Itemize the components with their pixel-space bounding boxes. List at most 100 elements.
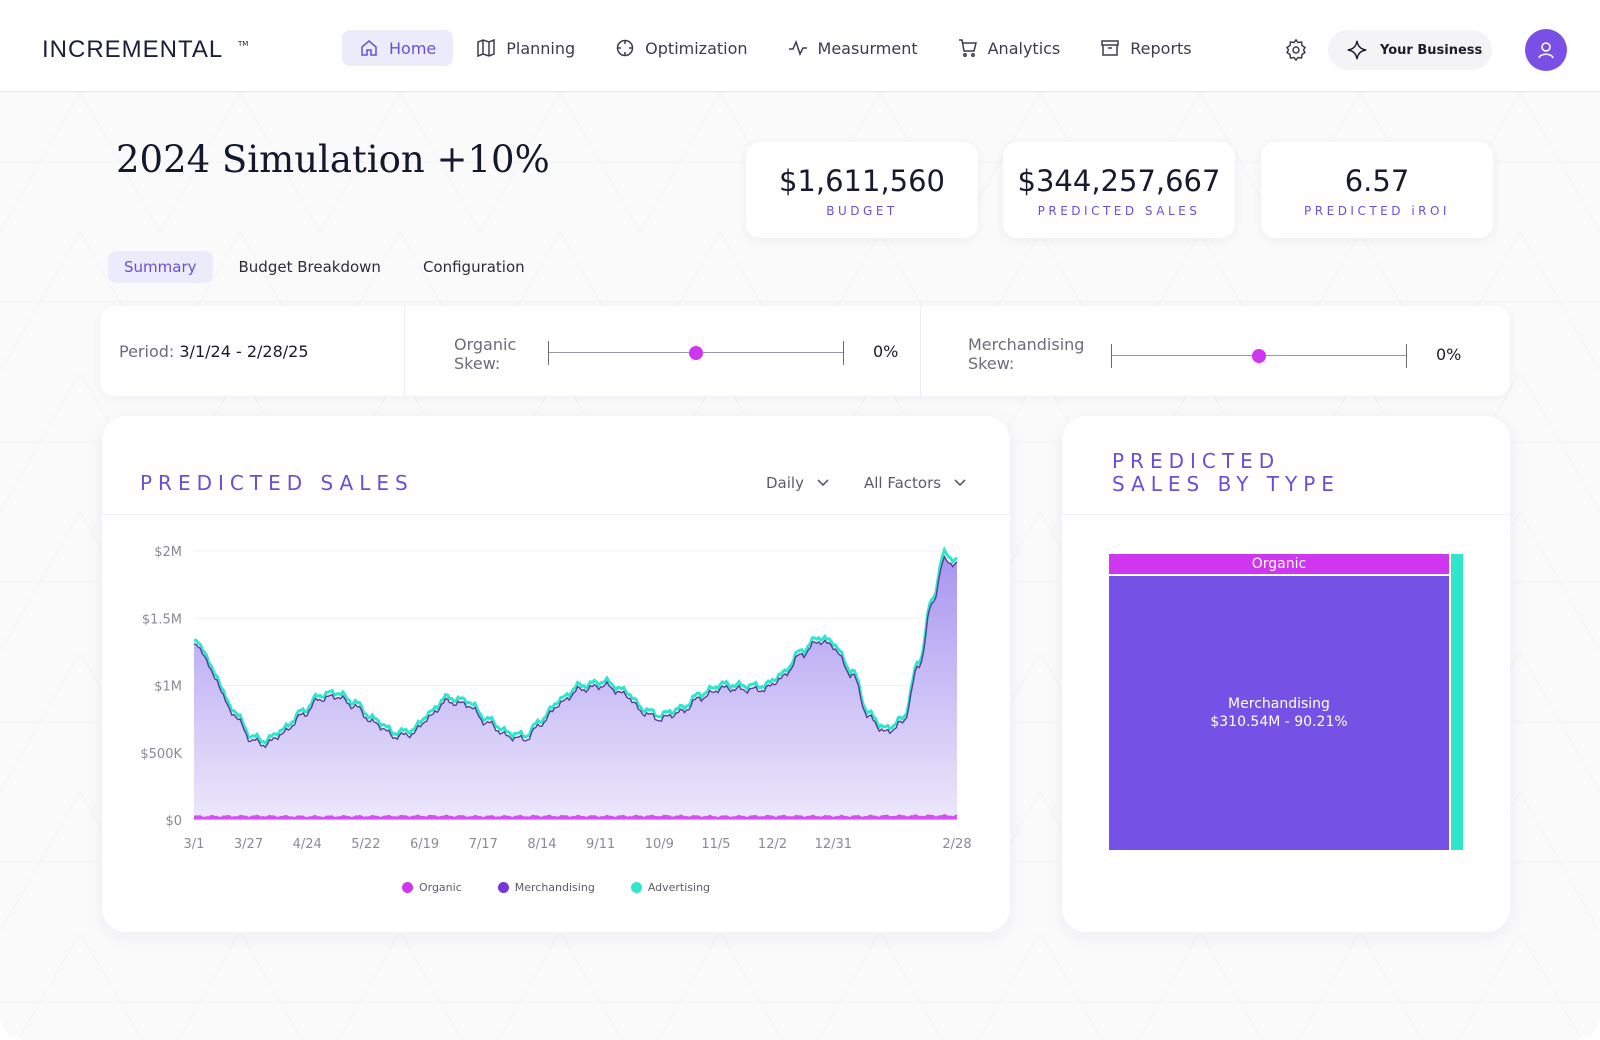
legend-item-organic[interactable]: Organic — [401, 881, 462, 894]
organic-skew-value: 0% — [873, 342, 899, 361]
merchandising-skew-thumb[interactable] — [1252, 349, 1266, 363]
nav-item-analytics[interactable]: Analytics — [941, 30, 1078, 66]
merchandising-skew-label: Merchandising Skew: — [968, 335, 1085, 373]
kpi-predicted-iroi: 6.57 PREDICTED iROI — [1261, 142, 1493, 238]
nav-item-home[interactable]: Home — [342, 30, 454, 66]
nav-label: Planning — [506, 38, 576, 58]
nav-label: Home — [389, 38, 437, 58]
pulse-icon — [788, 39, 807, 56]
x-tick-label: 12/2 — [758, 837, 787, 852]
advertising-line — [193, 546, 959, 746]
main-nav: Home Planning Optimization Measurment An… — [342, 30, 1215, 66]
nav-item-optimization[interactable]: Optimization — [598, 30, 764, 66]
x-tick-label: 10/9 — [645, 837, 674, 852]
kpi-label: PREDICTED SALES — [1037, 204, 1201, 218]
settings-gear-icon[interactable] — [1284, 38, 1308, 62]
tab-configuration[interactable]: Configuration — [422, 258, 525, 276]
legend-item-advertising[interactable]: Advertising — [630, 881, 710, 894]
y-tick-label: $2M — [154, 545, 182, 560]
treemap-value-merchandising: $310.54M - 90.21% — [1210, 714, 1348, 730]
y-tick-label: $500K — [140, 747, 182, 762]
chevron-down-icon — [954, 479, 966, 487]
card-title: PREDICTED SALES BY TYPE — [1112, 450, 1340, 496]
merchandising-line — [193, 554, 958, 749]
x-tick-label: 4/24 — [293, 837, 322, 852]
legend-item-merchandising[interactable]: Merchandising — [497, 881, 595, 894]
nav-item-measurment[interactable]: Measurment — [771, 30, 935, 66]
treemap-label-merchandising: Merchandising — [1228, 696, 1330, 712]
kpi-budget: $1,611,560 BUDGET — [746, 142, 978, 238]
factors-value: All Factors — [864, 474, 942, 492]
slider-max-cap — [843, 341, 844, 365]
divider — [920, 306, 921, 396]
user-avatar[interactable] — [1525, 29, 1567, 71]
kpi-predicted-sales: $344,257,667 PREDICTED SALES — [1003, 142, 1235, 238]
kpi-value: $1,611,560 — [778, 164, 946, 198]
predicted-sales-chart: $2M $1.5M $1M $500K $03/1 3/27 4/24 5/22 6/19 7/1… — [140, 545, 971, 852]
organic-area — [194, 813, 957, 820]
kpi-value: $344,257,667 — [1017, 164, 1221, 198]
merchandising-skew-value: 0% — [1436, 345, 1462, 364]
merchandising-skew-slider[interactable] — [1111, 344, 1407, 368]
kpi-label: PREDICTED iROI — [1304, 204, 1450, 218]
slider-max-cap — [1406, 344, 1407, 368]
treemap-tile-organic[interactable]: Organic — [1109, 554, 1451, 576]
kpi-label: BUDGET — [826, 204, 898, 218]
sales-by-type-card: PREDICTED SALES BY TYPE Organic Merchand… — [1062, 416, 1510, 932]
treemap-tile-merchandising[interactable]: Merchandising $310.54M - 90.21% — [1109, 576, 1451, 850]
x-tick-label: 9/11 — [586, 837, 615, 852]
x-tick-label: 5/22 — [351, 837, 380, 852]
nav-item-reports[interactable]: Reports — [1083, 30, 1208, 66]
period-display: Period: 3/1/24 - 2/28/25 — [119, 342, 309, 361]
legend-label: Merchandising — [514, 881, 595, 894]
chevron-down-icon — [817, 479, 829, 487]
card-header-divider — [102, 514, 1010, 515]
y-tick-label: $1M — [154, 680, 182, 695]
organic-skew-slider[interactable] — [548, 341, 844, 365]
nav-item-planning[interactable]: Planning — [459, 30, 592, 66]
x-tick-label: 11/5 — [701, 837, 730, 852]
period-label: Period: — [119, 342, 175, 361]
factors-dropdown[interactable]: All Factors — [864, 474, 967, 492]
x-tick-label: 8/14 — [527, 837, 556, 852]
granularity-dropdown[interactable]: Daily — [766, 474, 830, 492]
card-title-line-1: PREDICTED — [1112, 449, 1281, 473]
x-tick-label: 12/31 — [815, 837, 852, 852]
nav-label: Analytics — [987, 38, 1061, 58]
treemap-label-organic: Organic — [1251, 556, 1307, 572]
slider-min-cap — [548, 341, 549, 365]
sparkle-icon — [1347, 40, 1367, 60]
merchandising-area — [194, 556, 957, 820]
organic-skew-label: Organic Skew: — [454, 335, 517, 373]
predicted-sales-card: PREDICTED SALES Daily All Factors $2M $1.… — [102, 416, 1010, 932]
brand-logo[interactable]: INCREMENTAL — [42, 36, 224, 63]
tab-budget-breakdown[interactable]: Budget Breakdown — [238, 258, 381, 276]
x-tick-label: 2/28 — [942, 837, 971, 852]
home-icon — [361, 40, 377, 56]
legend-label: Organic — [418, 881, 462, 894]
crosshair-icon — [616, 39, 634, 57]
map-icon — [477, 38, 495, 58]
archive-icon — [1101, 40, 1120, 56]
cart-icon — [958, 39, 977, 57]
user-icon — [1538, 42, 1554, 59]
card-title: PREDICTED SALES — [140, 471, 414, 495]
x-tick-label: 3/27 — [234, 837, 263, 852]
card-header-divider — [1062, 514, 1510, 515]
simulation-controls: Period: 3/1/24 - 2/28/25 Organic Skew: 0… — [100, 306, 1510, 396]
y-tick-label: $1.5M — [142, 612, 182, 627]
treemap-tile-advertising[interactable] — [1451, 554, 1463, 850]
granularity-value: Daily — [766, 474, 804, 492]
y-tick-label: $0 — [165, 814, 182, 829]
organic-skew-thumb[interactable] — [689, 346, 703, 360]
card-title-line-2: SALES BY TYPE — [1112, 472, 1340, 496]
your-business-button[interactable]: Your Business — [1328, 30, 1492, 70]
top-navigation-bar: INCREMENTAL TM Home Planning Optimizatio… — [0, 0, 1600, 92]
view-tabs: Summary Budget Breakdown Configuration — [108, 251, 551, 283]
tab-summary[interactable]: Summary — [108, 251, 213, 283]
trademark-mark: TM — [238, 40, 249, 48]
legend-swatch — [401, 882, 413, 893]
nav-label: Optimization — [645, 38, 748, 58]
x-tick-label: 6/19 — [410, 837, 439, 852]
